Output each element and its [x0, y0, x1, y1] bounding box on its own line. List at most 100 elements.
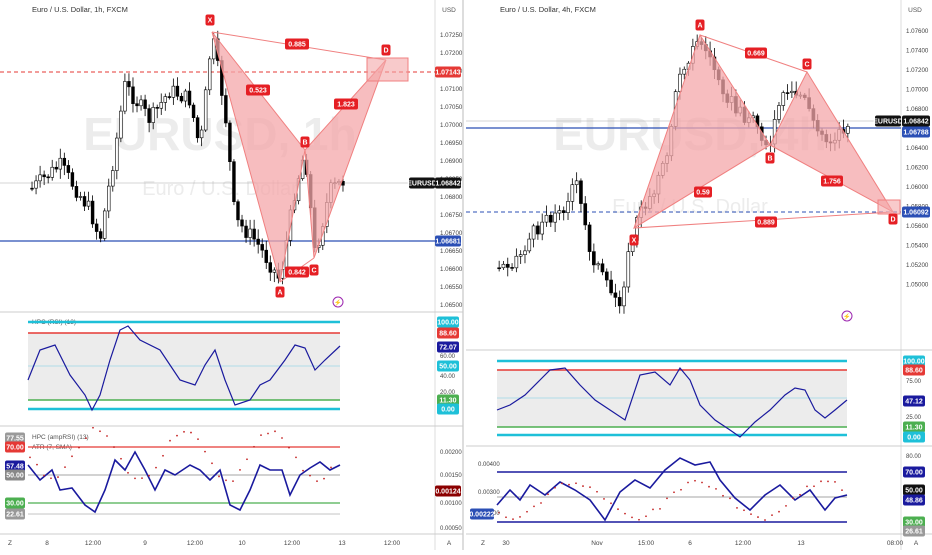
candle	[119, 110, 123, 139]
right-time-tick: 15:00	[638, 540, 655, 547]
candle	[518, 254, 523, 257]
candle	[58, 157, 63, 170]
right-atr-dot	[834, 481, 836, 483]
candle	[561, 210, 566, 213]
right-atr-dot	[617, 508, 619, 511]
candle	[264, 249, 268, 263]
left-rsi-tick-bg	[437, 316, 459, 328]
candle	[790, 90, 794, 93]
candle	[151, 107, 155, 123]
left-point-X-bg	[205, 14, 215, 26]
right-atr-dot	[659, 507, 661, 510]
right-point-B: B	[767, 156, 772, 163]
candle	[846, 126, 850, 134]
right-atr-dot	[722, 494, 724, 497]
left-point-X: X	[208, 18, 213, 25]
left-chart-title: Euro / U.S. Dollar, 1h, FXCM	[32, 5, 128, 14]
left-price-tick: 1.06800	[440, 194, 463, 201]
candle	[566, 201, 570, 213]
left-atr-dot	[134, 477, 136, 480]
candle	[553, 212, 557, 223]
right-rsi-tick: 100.00	[903, 359, 925, 366]
candle	[50, 166, 54, 178]
left-red-level-badge: 1.07143	[435, 70, 460, 77]
right-price-tick: 1.06400	[906, 145, 929, 152]
candle	[600, 263, 605, 273]
left-atr-dot	[204, 450, 206, 453]
right-rsi-tick-bg	[903, 431, 925, 443]
left-price-tick: 1.06700	[440, 230, 463, 237]
left-ratio-ac: 0.842	[288, 270, 306, 277]
left-blue-level-badge-bg	[435, 235, 461, 247]
left-atr-dot	[253, 445, 255, 448]
left-atr-dot	[239, 469, 241, 471]
left-atr-dot	[267, 432, 269, 435]
right-amp-tick-bg	[903, 484, 925, 496]
right-price-tick: 1.06800	[906, 106, 929, 113]
right-dash-level-badge: 1.06092	[903, 210, 928, 217]
left-time-tick: 9	[143, 540, 147, 547]
candle	[505, 263, 510, 268]
right-point-C-bg	[802, 58, 812, 70]
left-ratio-xb-bg	[246, 84, 270, 96]
left-atr-dot	[309, 474, 311, 477]
left-price-tick: 1.06950	[440, 140, 463, 147]
left-axis-mode-button: A	[447, 540, 452, 547]
right-atr-dot	[638, 518, 640, 521]
right-ratio-xd: 0.889	[757, 220, 775, 227]
left-time-tick: 12:00	[85, 540, 102, 547]
right-atr-dot	[813, 485, 815, 488]
candle	[272, 269, 277, 273]
right-alert-icon[interactable]	[841, 310, 853, 322]
right-atr-dot	[729, 497, 731, 500]
left-atr-dot	[316, 480, 318, 483]
right-atr-dot	[750, 513, 752, 516]
left-point-C-bg	[309, 264, 319, 276]
candle	[622, 286, 626, 307]
left-price-tick: 1.06600	[440, 266, 463, 273]
right-atr-dot	[694, 479, 696, 482]
candle	[203, 89, 208, 131]
right-rsi-tick-bg	[903, 364, 925, 376]
left-atr-dot	[295, 456, 297, 459]
left-amp-tick: 70.00	[6, 445, 24, 452]
right-amp-tick-bg	[903, 516, 925, 528]
candle	[147, 108, 151, 123]
left-alert-icon[interactable]	[332, 296, 344, 308]
right-point-B-bg	[765, 152, 775, 164]
right-watermark-name: Euro / U.S. Dollar	[612, 196, 768, 218]
candle	[179, 95, 184, 102]
candle	[510, 267, 514, 269]
candle	[596, 263, 600, 266]
candle	[777, 105, 781, 120]
left-atr-dot	[78, 446, 80, 449]
candle	[604, 271, 609, 281]
candle	[557, 210, 562, 214]
left-point-A-bg	[275, 286, 285, 298]
left-point-D: D	[383, 48, 388, 55]
left-ratio-bd: 1.823	[337, 102, 355, 109]
candle	[127, 81, 131, 88]
right-amp-tick-bg	[903, 466, 925, 478]
left-time-tick: 13	[338, 540, 346, 547]
left-price-tick: 1.06900	[440, 158, 463, 165]
left-rsi-tick-bg	[437, 394, 459, 406]
right-atr-dot	[673, 491, 675, 494]
left-price-tick: 1.06650	[440, 248, 463, 255]
left-atr-dot	[57, 476, 59, 478]
candle	[199, 129, 204, 139]
left-atr-dot	[302, 469, 304, 472]
candle	[228, 122, 232, 162]
left-point-D-bg	[381, 44, 391, 56]
left-point-B: B	[302, 140, 307, 147]
right-amp-tick-bg	[903, 525, 925, 537]
left-symbol-badge: EURUSD	[407, 181, 437, 188]
right-atr-dot	[680, 488, 682, 491]
candle	[155, 107, 159, 109]
left-atr-tick-bg	[435, 485, 461, 497]
candle	[232, 161, 236, 202]
left-atr-dot	[232, 480, 234, 483]
right-rsi-tick: 11.30	[905, 425, 922, 432]
right-price-tick: 1.07600	[906, 28, 929, 35]
left-rsi-band	[28, 333, 340, 400]
